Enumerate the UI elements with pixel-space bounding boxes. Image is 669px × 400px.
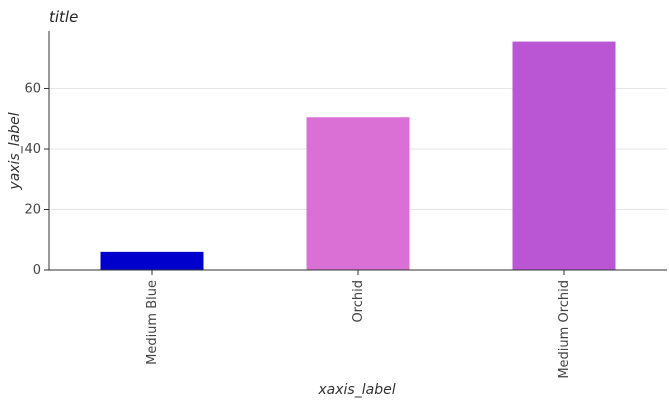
- bar-medium-blue: [100, 251, 204, 270]
- y-tick-label: 20: [24, 202, 41, 217]
- x-axis-label: xaxis_label: [317, 382, 395, 398]
- chart-title: title: [49, 8, 78, 26]
- y-tick-label: 60: [24, 81, 41, 96]
- axes: 0 20 40 60 Medium Blue Orchid Medium Orchid: [24, 31, 667, 379]
- bar-orchid: [306, 117, 410, 270]
- x-tick-label: Medium Orchid: [557, 280, 572, 379]
- x-tick-label: Medium Blue: [145, 280, 160, 365]
- bar-medium-orchid: [512, 41, 616, 270]
- y-tick-label: 40: [24, 142, 41, 157]
- y-axis-label: yaxis_label: [7, 112, 23, 190]
- x-tick-label: Orchid: [351, 280, 366, 323]
- y-tick-label: 0: [33, 263, 41, 278]
- bars: [100, 41, 616, 270]
